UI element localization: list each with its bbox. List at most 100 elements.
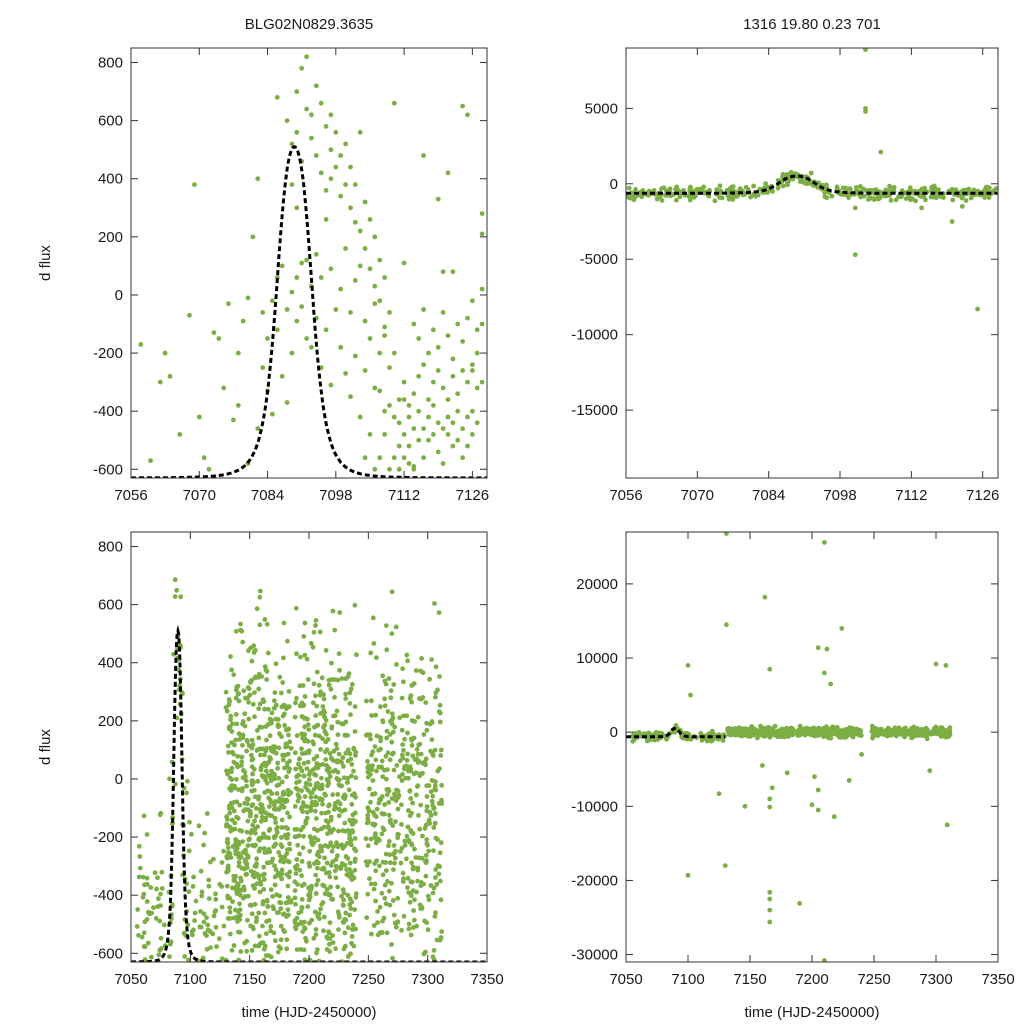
data-point	[342, 807, 348, 813]
data-point	[423, 853, 429, 858]
data-point	[386, 843, 391, 849]
data-point	[824, 724, 829, 730]
data-point	[379, 929, 385, 935]
data-point	[847, 186, 853, 192]
data-point	[379, 811, 385, 816]
data-point	[812, 731, 818, 737]
data-point	[822, 958, 827, 962]
data-point	[262, 617, 268, 622]
data-point	[879, 731, 885, 737]
data-point	[253, 842, 258, 848]
data-point	[315, 765, 321, 771]
data-point	[330, 792, 336, 798]
data-point	[465, 379, 470, 385]
data-point	[278, 842, 284, 848]
data-point	[274, 910, 280, 916]
data-point	[155, 904, 161, 909]
data-point	[299, 897, 305, 902]
data-point	[450, 420, 456, 426]
data-point	[394, 787, 399, 793]
x-tick-label: 7070	[681, 487, 714, 504]
data-point	[440, 426, 446, 431]
data-point	[717, 183, 723, 189]
data-point	[364, 698, 369, 704]
data-point	[407, 788, 413, 794]
data-point	[888, 729, 894, 734]
data-point	[230, 899, 236, 904]
x-tick-label: 7350	[470, 971, 503, 988]
data-point	[314, 669, 320, 675]
data-point	[320, 882, 326, 888]
data-point	[767, 734, 773, 740]
data-point	[294, 863, 300, 868]
data-point	[423, 822, 429, 828]
data-point	[414, 792, 419, 798]
data-point	[141, 891, 147, 897]
data-point	[399, 695, 405, 701]
data-point	[382, 895, 388, 901]
data-point	[412, 846, 417, 852]
data-point	[339, 863, 345, 868]
data-point	[233, 837, 239, 842]
data-point	[436, 801, 442, 806]
data-point	[391, 767, 397, 773]
data-point	[261, 887, 267, 892]
data-point	[817, 731, 823, 737]
data-point	[310, 700, 316, 706]
data-point	[340, 887, 346, 892]
data-point	[323, 757, 329, 762]
data-point	[380, 872, 386, 878]
data-point	[293, 785, 299, 791]
data-point	[284, 400, 290, 405]
data-point	[342, 930, 348, 936]
data-point	[306, 748, 312, 753]
data-point	[250, 701, 256, 707]
data-point	[351, 821, 356, 826]
data-point	[404, 713, 410, 719]
data-point	[391, 414, 397, 420]
data-point	[724, 532, 729, 536]
data-point	[173, 781, 178, 787]
data-point	[264, 737, 269, 743]
data-point	[249, 902, 255, 908]
data-point	[224, 839, 230, 845]
data-point	[342, 862, 348, 868]
data-point	[742, 727, 748, 732]
data-point	[803, 179, 809, 185]
data-point	[406, 461, 412, 466]
data-point	[788, 725, 794, 731]
data-point	[345, 892, 351, 898]
data-point	[213, 897, 219, 902]
data-point	[263, 931, 269, 937]
data-point	[465, 112, 470, 118]
data-point	[269, 768, 274, 774]
data-point	[221, 385, 227, 391]
data-point	[306, 772, 312, 777]
data-point	[285, 858, 290, 864]
data-point	[375, 909, 380, 914]
data-point	[399, 822, 404, 827]
data-point	[767, 919, 773, 925]
x-tick-label: 7200	[795, 971, 828, 988]
data-point	[157, 812, 163, 818]
data-point	[334, 776, 340, 781]
data-point	[943, 663, 949, 668]
data-point	[327, 941, 332, 947]
data-point	[824, 195, 830, 201]
data-point	[328, 382, 334, 388]
data-point	[460, 339, 465, 344]
data-point	[268, 720, 274, 726]
y-tick-label: 5000	[585, 100, 618, 117]
data-point	[276, 745, 282, 751]
data-point	[274, 95, 280, 100]
data-point	[365, 891, 371, 897]
data-point	[207, 929, 213, 934]
data-point	[474, 350, 480, 356]
data-point	[235, 919, 240, 924]
data-point	[846, 778, 852, 783]
data-point	[296, 761, 301, 767]
data-point	[227, 851, 233, 857]
data-point	[299, 788, 304, 794]
data-point	[298, 654, 303, 660]
data-point	[405, 885, 410, 890]
